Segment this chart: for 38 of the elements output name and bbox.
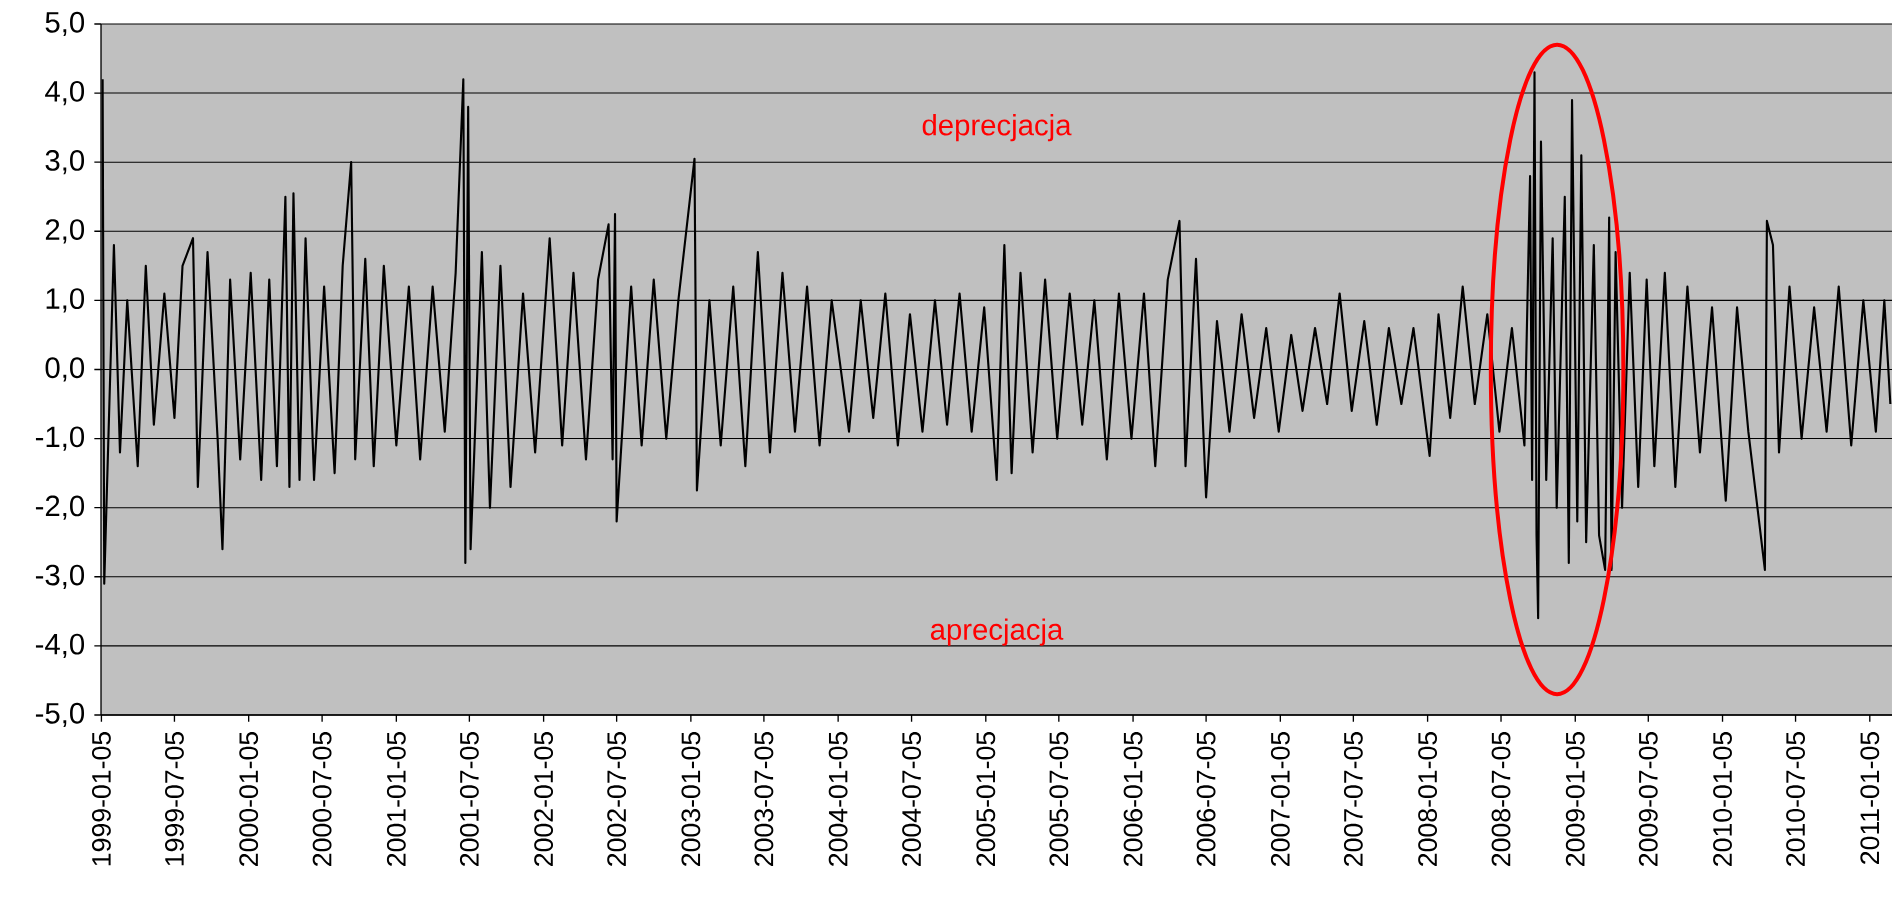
x-tick-label: 2004-01-05 [828,731,848,866]
x-tick-label: 2002-01-05 [534,731,554,866]
x-tick-label: 2007-07-05 [1343,731,1363,866]
y-tick-label: -2,0 [35,495,85,520]
x-tick-label: 2001-07-05 [459,731,479,866]
x-tick-label: 2010-07-05 [1786,731,1805,866]
y-tick-label: 0,0 [45,357,85,382]
x-tick-label: 2011-01-05 [1860,731,1880,864]
x-tick-label: 1999-07-05 [165,731,184,866]
annotation: deprecjacja [922,113,1072,142]
y-tick-label: 3,0 [45,150,85,175]
x-tick-label: 2001-01-05 [386,731,406,866]
x-tick-label: 2005-01-05 [976,731,996,866]
x-tick-label: 2008-07-05 [1491,731,1511,866]
x-tick-label: 2009-01-05 [1565,731,1585,866]
y-tick-label: 1,0 [46,288,85,313]
x-tick-label: 1999-01-05 [91,731,111,866]
x-tick-label: 2003-01-05 [681,731,701,866]
x-tick-label: 2006-01-05 [1123,731,1143,866]
x-tick-label: 2008-01-05 [1418,731,1438,866]
x-tick-label: 2006-07-05 [1196,731,1216,866]
y-tick-label: 5,0 [45,11,85,37]
x-tick-label: 2005-07-05 [1049,731,1069,866]
x-tick-label: 2010-01-05 [1713,731,1732,866]
x-tick-label: 2002-07-05 [607,731,627,866]
y-tick-label: -5,0 [35,702,85,728]
x-tick-label: 2009-07-05 [1638,731,1658,866]
x-tick-label: 2003-07-05 [754,731,774,866]
x-tick-label: 2004-07-05 [902,731,921,866]
annotation: aprecjacja [930,618,1064,646]
x-tick-label: 2007-01-05 [1270,731,1290,866]
x-tick-label: 2000-07-05 [312,731,332,866]
y-tick-label: -1,0 [35,426,85,451]
x-tick-label: 2000-01-05 [239,731,259,866]
y-tick-label: -3,0 [35,564,85,589]
y-tick-label: -4,0 [35,633,85,658]
y-tick-label: 4,0 [45,80,85,106]
y-tick-label: 2,0 [45,219,85,244]
